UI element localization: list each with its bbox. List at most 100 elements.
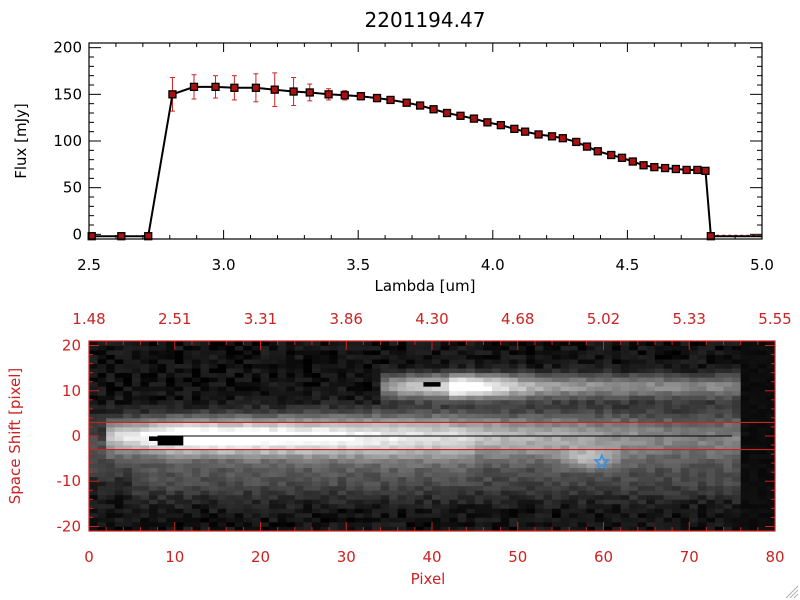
image-pixel (157, 499, 167, 505)
image-pixel (166, 440, 176, 446)
image-pixel (526, 440, 536, 446)
image-pixel (732, 521, 742, 527)
image-pixel (191, 390, 201, 396)
image-pixel (157, 490, 167, 496)
image-pixel (269, 341, 279, 346)
image-pixel (311, 390, 321, 396)
image-pixel (397, 440, 407, 446)
image-pixel (629, 508, 639, 514)
image-pixel (174, 436, 184, 441)
image-pixel (740, 404, 750, 410)
image-pixel (149, 521, 158, 527)
image-pixel (500, 499, 510, 505)
image-pixel (414, 350, 424, 355)
image-pixel (723, 458, 733, 464)
image-pixel (209, 431, 219, 437)
image-pixel (474, 354, 484, 360)
image-pixel (732, 467, 742, 473)
image-pixel (509, 463, 519, 469)
image-pixel (269, 395, 279, 401)
image-pixel (732, 381, 742, 387)
image-pixel (174, 431, 184, 437)
image-pixel (612, 499, 622, 505)
image-pixel (449, 426, 459, 432)
image-pixel (663, 485, 673, 491)
image-pixel (123, 413, 133, 419)
image-pixel (329, 408, 339, 414)
image-pixel (183, 521, 193, 527)
image-pixel (543, 472, 553, 478)
image-pixel (269, 399, 279, 405)
image-pixel (371, 422, 381, 428)
image-pixel (483, 417, 493, 423)
image-pixel (397, 481, 407, 487)
image-pixel (534, 359, 544, 365)
image-pixel (654, 494, 664, 500)
image-pixel (714, 377, 724, 383)
image-pixel (680, 481, 690, 487)
image-pixel (672, 359, 682, 365)
image-pixel (277, 476, 287, 482)
image-pixel (586, 517, 596, 523)
image-pixel (663, 458, 673, 464)
image-pixel (474, 526, 484, 532)
image-pixel (526, 363, 536, 369)
image-pixel (612, 359, 622, 365)
image-pixel (363, 467, 373, 473)
image-pixel (397, 390, 407, 396)
image-pixel (517, 467, 527, 473)
image-pixel (517, 458, 527, 464)
image-pixel (646, 508, 656, 514)
image-pixel (354, 485, 364, 491)
image-pixel (217, 395, 227, 401)
image-pixel (226, 377, 236, 383)
image-pixel (432, 476, 441, 482)
image-pixel (449, 440, 459, 446)
image-pixel (680, 517, 690, 523)
image-pixel (646, 350, 656, 355)
image-pixel (243, 512, 253, 518)
image-pixel (140, 526, 150, 532)
image-pixel (371, 454, 381, 460)
image-pixel (449, 485, 459, 491)
image-pixel (457, 526, 467, 532)
spectrum-markers (87, 82, 716, 241)
image-pixel (123, 494, 133, 500)
resize-grip-icon[interactable] (785, 585, 799, 599)
image-pixel (183, 494, 193, 500)
image-pixel (414, 377, 424, 383)
image-pixel (123, 449, 133, 455)
image-pixel (552, 341, 562, 346)
image-pixel (363, 458, 373, 464)
image-pixel (646, 395, 656, 401)
image-pixel (234, 445, 244, 450)
image-pixel (217, 381, 227, 387)
image-pixel (586, 395, 596, 401)
image-pixel (346, 526, 356, 532)
image-pixel (620, 345, 630, 351)
image-pixel (654, 422, 664, 428)
image-pixel (740, 408, 750, 414)
image-pixel (226, 390, 236, 396)
image-pixel (732, 463, 742, 469)
image-pixel (114, 485, 124, 491)
image-pixel (663, 445, 673, 450)
image-pixel (397, 350, 407, 355)
image-pixel (337, 490, 347, 496)
image-pixel (123, 490, 133, 496)
image-pixel (354, 503, 364, 509)
image-pixel (311, 526, 321, 532)
image-pixel (423, 426, 433, 432)
image-pixel (251, 345, 261, 351)
image-pixel (320, 476, 330, 482)
image-pixel (646, 481, 656, 487)
image-pixel (226, 417, 236, 423)
image-pixel (543, 417, 553, 423)
image-pixel (646, 341, 656, 346)
image-pixel (294, 404, 304, 410)
image-pixel (123, 350, 133, 355)
image-pixel (226, 372, 236, 378)
image-pixel (337, 431, 347, 437)
image-pixel (191, 526, 201, 532)
image-pixel (191, 417, 201, 423)
